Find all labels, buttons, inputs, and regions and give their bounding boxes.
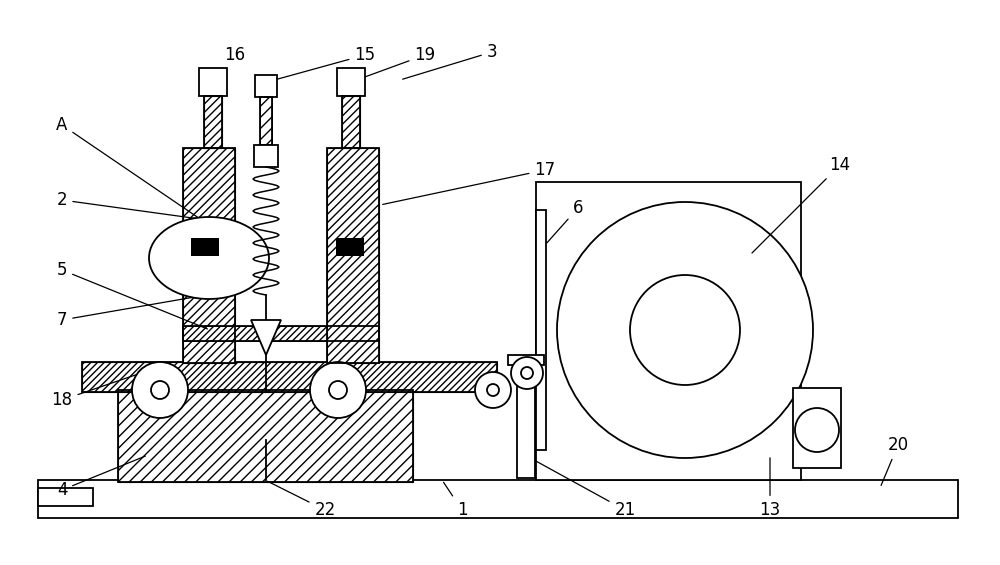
Bar — [517, 358, 535, 478]
Bar — [204, 96, 222, 148]
Bar — [254, 145, 278, 167]
Circle shape — [151, 381, 169, 399]
Bar — [183, 326, 379, 341]
Circle shape — [132, 362, 188, 418]
Bar — [342, 96, 360, 148]
Text: 2: 2 — [57, 191, 204, 220]
Text: 3: 3 — [403, 43, 497, 79]
Text: 20: 20 — [881, 436, 909, 485]
Bar — [204, 96, 222, 148]
Circle shape — [475, 372, 511, 408]
Text: 18: 18 — [51, 371, 147, 409]
Circle shape — [487, 384, 499, 396]
Bar — [327, 148, 379, 363]
Text: 5: 5 — [57, 261, 207, 329]
Circle shape — [310, 362, 366, 418]
Bar — [38, 488, 93, 506]
Circle shape — [557, 202, 813, 458]
Text: 6: 6 — [547, 199, 583, 243]
Bar — [342, 96, 360, 148]
Bar — [82, 362, 497, 392]
Bar — [38, 480, 958, 518]
Bar — [327, 148, 379, 363]
Bar — [536, 210, 546, 450]
Bar — [336, 238, 364, 256]
Bar — [508, 355, 544, 365]
Text: 22: 22 — [267, 481, 336, 519]
Bar — [337, 68, 365, 96]
Bar — [199, 68, 227, 96]
Circle shape — [795, 408, 839, 452]
Bar — [183, 326, 379, 341]
Text: 15: 15 — [270, 46, 376, 81]
Text: 7: 7 — [57, 290, 232, 329]
Bar — [118, 390, 413, 482]
Bar — [183, 148, 235, 363]
Circle shape — [521, 367, 533, 379]
Bar — [183, 148, 235, 363]
Bar — [793, 388, 841, 468]
Text: 17: 17 — [383, 161, 556, 205]
Bar — [255, 75, 277, 97]
Bar — [118, 390, 413, 482]
Ellipse shape — [149, 217, 269, 299]
Bar — [82, 362, 497, 392]
Text: 19: 19 — [354, 46, 436, 81]
Circle shape — [630, 275, 740, 385]
Bar — [191, 238, 219, 256]
Bar — [260, 97, 272, 145]
Circle shape — [511, 357, 543, 389]
Text: 16: 16 — [215, 46, 246, 80]
Text: 4: 4 — [57, 456, 145, 499]
Text: 21: 21 — [536, 462, 636, 519]
Polygon shape — [251, 320, 281, 355]
Text: 14: 14 — [752, 156, 851, 253]
Bar — [536, 182, 801, 480]
Text: 1: 1 — [444, 483, 467, 519]
Text: A: A — [56, 116, 207, 223]
Bar — [260, 97, 272, 145]
Circle shape — [329, 381, 347, 399]
Text: 13: 13 — [759, 458, 781, 519]
